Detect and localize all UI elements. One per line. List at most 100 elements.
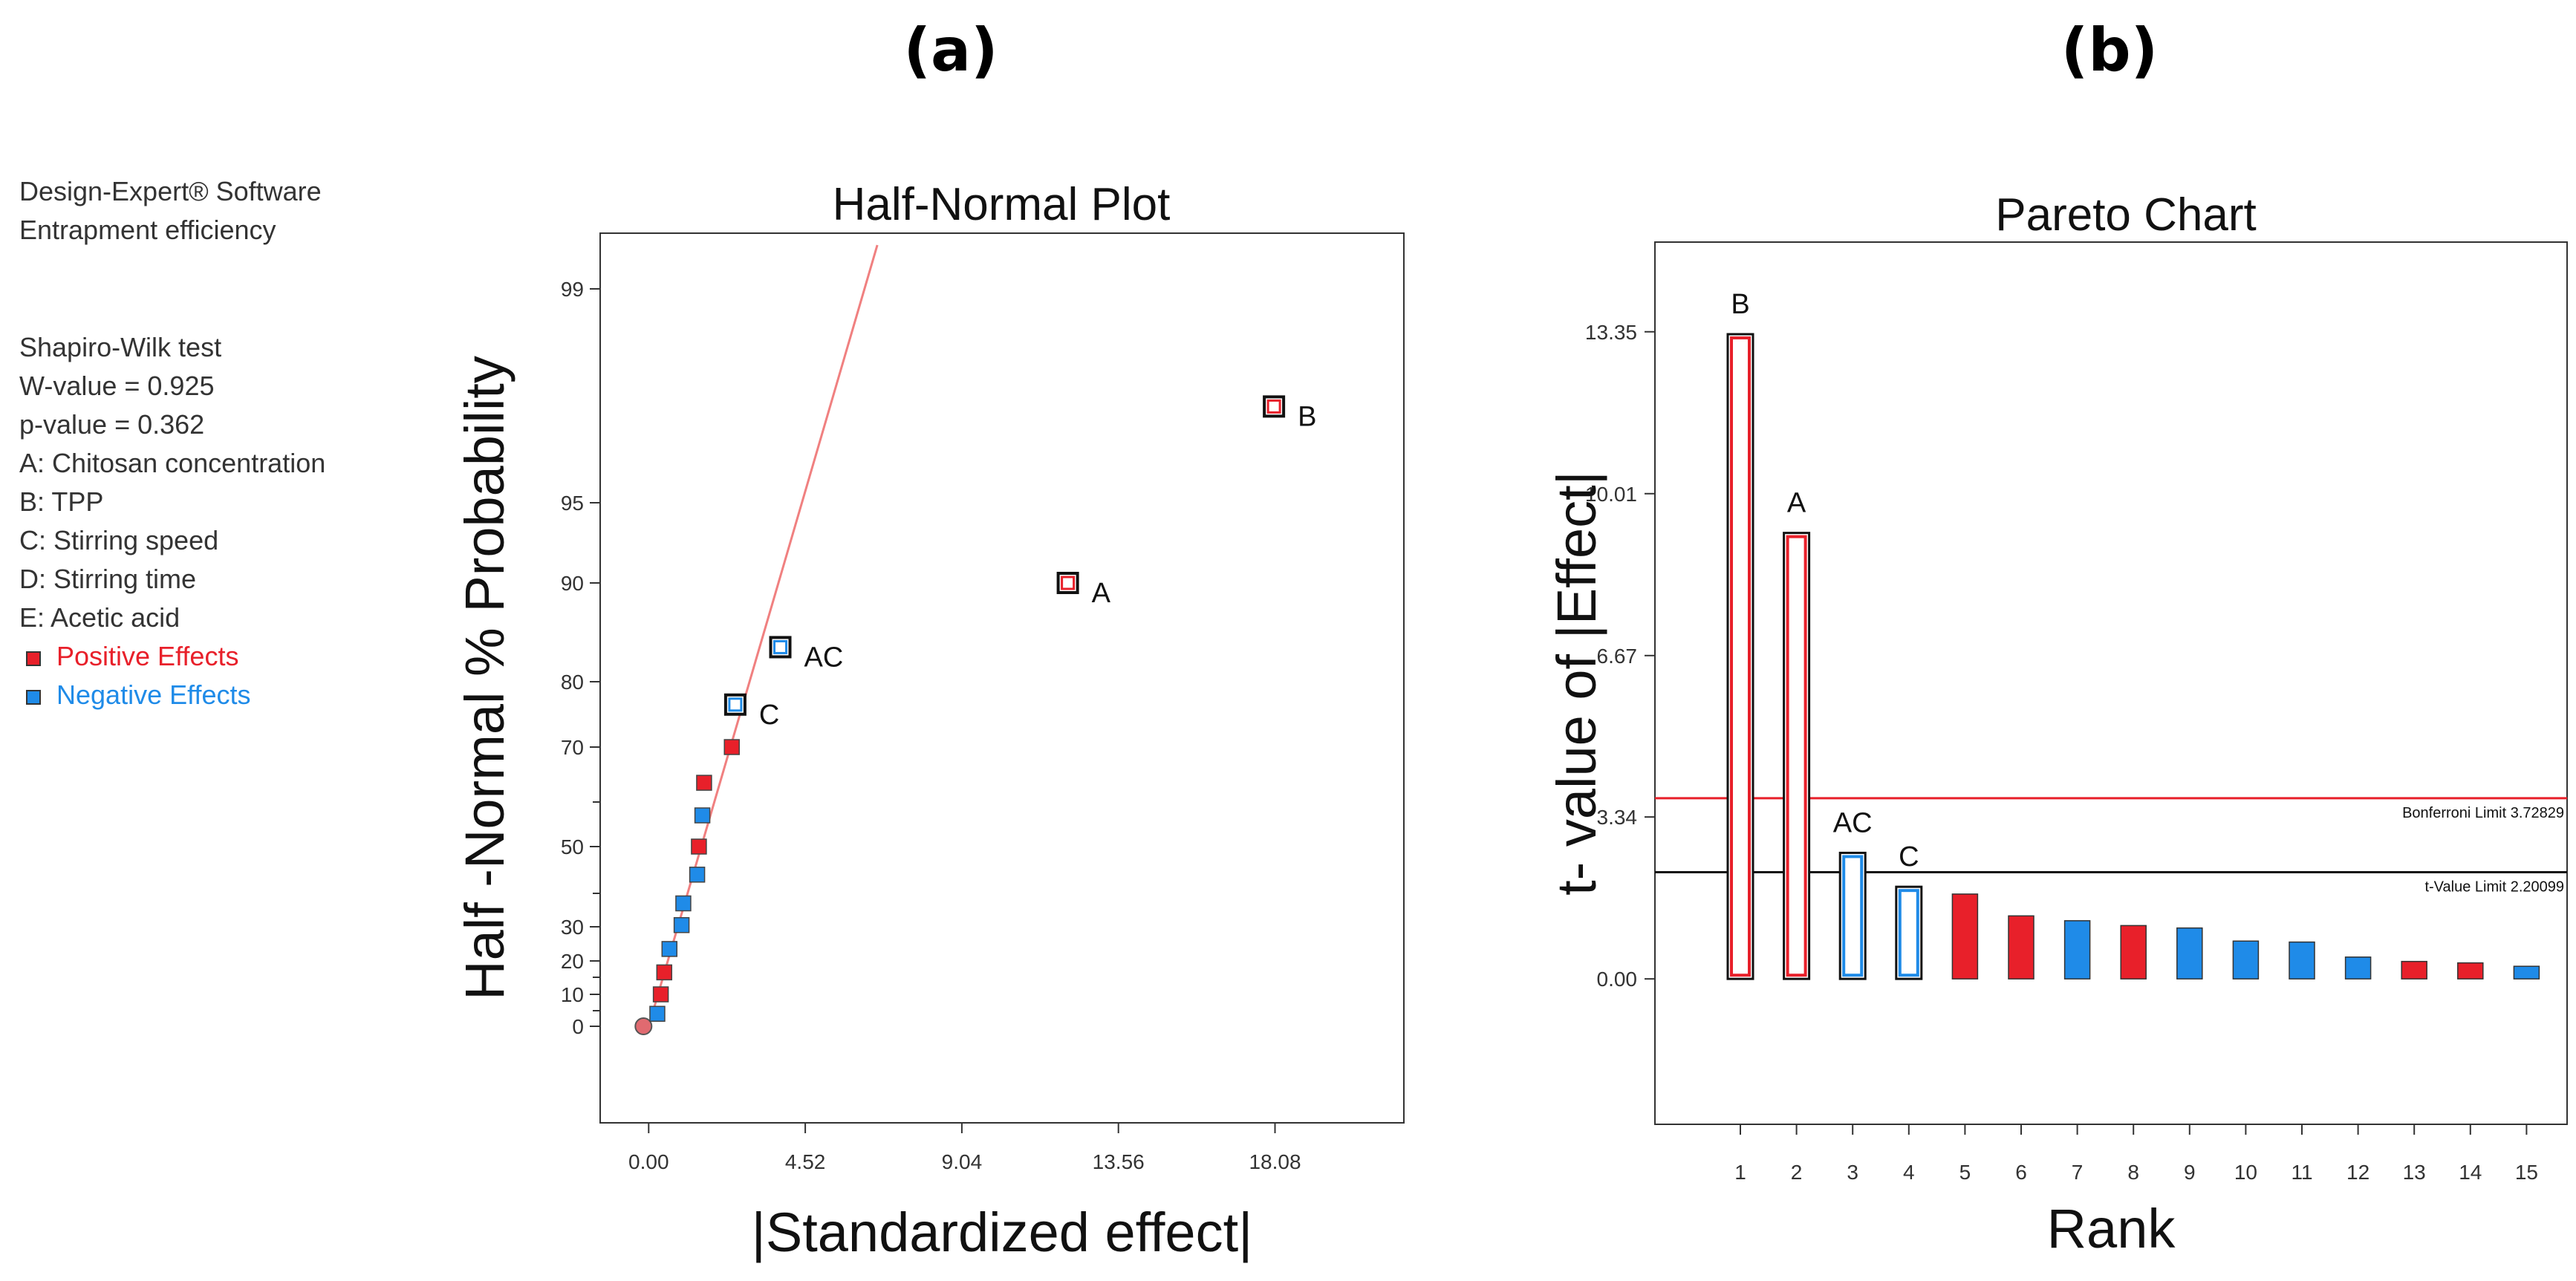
pareto-bar-inner [1842, 855, 1864, 977]
positive-effects-swatch [26, 651, 41, 666]
pareto-x-tick-label: 10 [2234, 1161, 2257, 1184]
pareto-bar [2120, 925, 2147, 980]
pareto-x-tick-label: 7 [2072, 1161, 2084, 1184]
half-normal-x-tick-label: 18.08 [1249, 1150, 1301, 1173]
half-normal-y-tick-label: 95 [561, 492, 584, 515]
pareto-bar [2289, 941, 2315, 980]
legend: Design-Expert® Software Entrapment effic… [19, 176, 325, 710]
pareto-bar-inner [1898, 889, 1919, 977]
half-normal-y-tick-label: 30 [561, 916, 584, 939]
pareto-y-label: t- value of |Effect| [1546, 471, 1607, 896]
pareto-title: Pareto Chart [1995, 189, 2257, 241]
pareto-bars: B A AC C [1726, 289, 2540, 980]
half-normal-y-tick-label: 0 [572, 1015, 584, 1038]
half-normal-point [675, 895, 692, 912]
half-normal-point-label: A [1092, 578, 1111, 609]
half-normal-point [661, 941, 678, 957]
half-normal-point [652, 986, 669, 1003]
bonferroni-limit-label: Bonferroni Limit 3.72829 [2402, 805, 2564, 821]
pareto-x-tick-label: 9 [2184, 1161, 2196, 1184]
legend-w-value: W-value = 0.925 [19, 371, 215, 401]
pareto-x-label: Rank [2047, 1198, 2176, 1259]
pareto-x-tick-label: 2 [1791, 1161, 1803, 1184]
half-normal-point [673, 917, 690, 933]
half-normal-point [696, 775, 712, 791]
half-normal-point [723, 739, 740, 755]
pareto-y-tick-label: 3.34 [1597, 806, 1638, 829]
half-normal-point [656, 964, 673, 981]
pareto-frame [1654, 241, 2568, 1125]
half-normal-y-label: Half -Normal % Probability [454, 356, 515, 1000]
pareto-bar-inner [1730, 336, 1751, 977]
pareto-y-tick-label: 13.35 [1585, 321, 1637, 344]
half-normal-frame [599, 232, 1405, 1124]
pareto-x-tick-label: 6 [2015, 1161, 2027, 1184]
half-normal-y-tick-label: 10 [561, 983, 584, 1006]
legend-software: Design-Expert® Software [19, 176, 322, 206]
half-normal-point-inner [1061, 576, 1076, 590]
pareto-bar-label: B [1731, 289, 1749, 320]
half-normal-point-inner [1266, 399, 1281, 414]
half-normal-x-tick-label: 13.56 [1093, 1150, 1145, 1173]
pareto-bar-label: AC [1833, 807, 1873, 838]
half-normal-x-tick-label: 4.52 [785, 1150, 826, 1173]
pareto-y-tick-label: 0.00 [1597, 968, 1638, 991]
pareto-bar [2176, 927, 2203, 980]
half-normal-y-tick-label: 20 [561, 950, 584, 973]
pareto-x-tick-label: 12 [2346, 1161, 2370, 1184]
pareto-bar-label: A [1787, 488, 1806, 519]
legend-factor-a: A: Chitosan concentration [19, 448, 325, 478]
half-normal-y-tick-label: 99 [561, 278, 584, 301]
half-normal-x-tick-label: 0.00 [628, 1150, 669, 1173]
pareto-bar [2344, 956, 2372, 980]
half-normal-point [691, 838, 707, 855]
half-normal-point [649, 1005, 666, 1022]
legend-factor-c: C: Stirring speed [19, 525, 218, 555]
half-normal-error-point [634, 1017, 653, 1035]
pareto-bar [2008, 915, 2035, 980]
half-normal-point-label: C [759, 700, 779, 731]
legend-factor-b: B: TPP [19, 486, 103, 517]
pareto-y-tick-label: 10.01 [1585, 483, 1637, 506]
legend-factor-d: D: Stirring time [19, 564, 196, 594]
legend-factor-e: E: Acetic acid [19, 602, 180, 633]
pareto-x-tick-label: 11 [2291, 1161, 2312, 1184]
pareto-x-tick-label: 8 [2127, 1161, 2139, 1184]
half-normal-y-tick-label: 50 [561, 835, 584, 858]
pareto-bar [2457, 962, 2484, 980]
pareto-x-tick-label: 4 [1903, 1161, 1915, 1184]
pareto-bar [2513, 965, 2540, 980]
panel-label-b: (b) [2061, 16, 2158, 85]
pareto-x-tick-label: 14 [2459, 1161, 2482, 1184]
pareto-bar-label: C [1899, 841, 1919, 873]
half-normal-points: C AC A B [634, 395, 1316, 1035]
pareto-x-tick-label: 3 [1847, 1161, 1858, 1184]
legend-test-name: Shapiro-Wilk test [19, 332, 221, 362]
legend-p-value: p-value = 0.362 [19, 409, 204, 440]
half-normal-point-label: B [1298, 401, 1316, 432]
t-value-limit-label: t-Value Limit 2.20099 [2424, 879, 2564, 896]
pareto-bar [2232, 940, 2260, 980]
pareto-x-tick-label: 5 [1959, 1161, 1971, 1184]
panel-label-a: (a) [903, 16, 998, 85]
half-normal-axes: 99 95 90 80 70 50 30 20 10 0 0.00 4.52 9.04 13.56 18.0… [561, 278, 1301, 1173]
pareto-bar [1951, 893, 1979, 980]
legend-negative-label: Negative Effects [56, 679, 250, 710]
pareto-y-tick-label: 6.67 [1597, 645, 1638, 668]
half-normal-x-tick-label: 9.04 [942, 1150, 983, 1173]
half-normal-x-label: |Standardized effect| [752, 1202, 1253, 1263]
pareto-x-tick-label: 15 [2515, 1161, 2538, 1184]
legend-response: Entrapment efficiency [19, 215, 276, 245]
half-normal-y-tick-label: 80 [561, 671, 584, 694]
half-normal-plot: Half-Normal Plot 99 95 90 80 70 50 30 20 10 0 0.00… [454, 179, 1405, 1263]
legend-positive-label: Positive Effects [56, 641, 238, 671]
half-normal-title: Half-Normal Plot [833, 179, 1171, 230]
half-normal-point-inner [773, 639, 788, 654]
pareto-x-tick-label: 1 [1734, 1161, 1746, 1184]
half-normal-point-inner [728, 697, 743, 712]
half-normal-y-tick-label: 70 [561, 736, 584, 759]
pareto-bar-inner [1786, 535, 1807, 977]
